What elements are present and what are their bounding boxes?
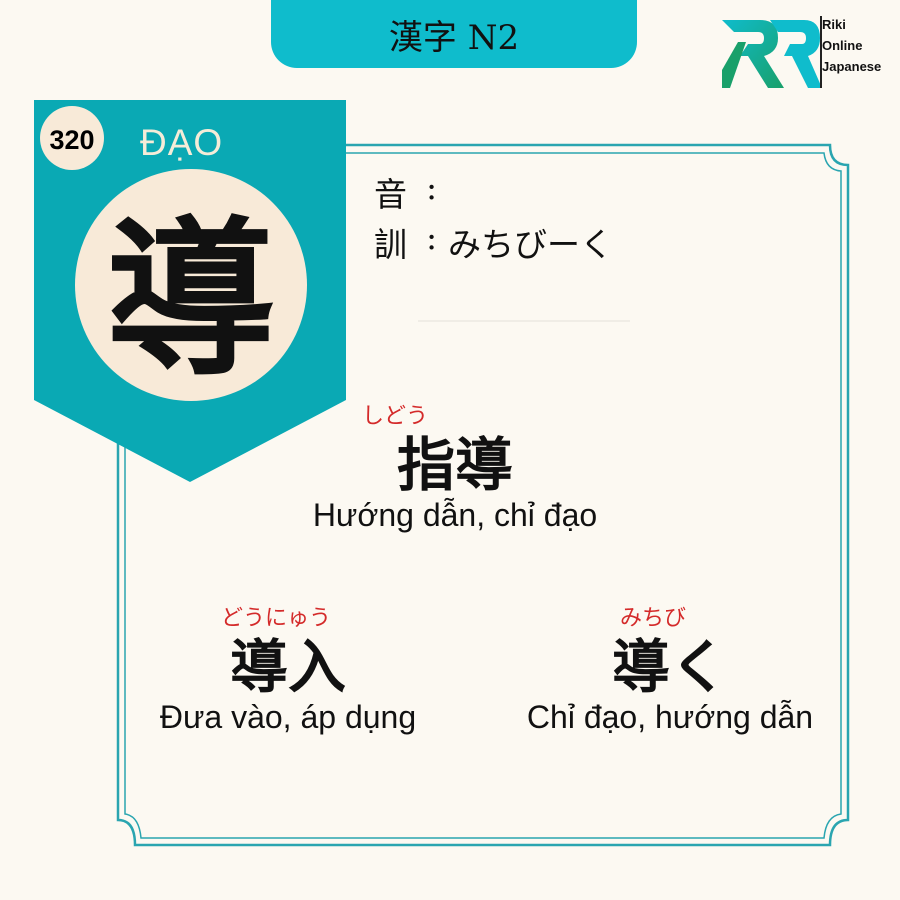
vocab-word: 指導 [396,431,513,499]
main-kanji: 導 [105,200,276,400]
vocab-item: みちび 導く Chỉ đạo, hướng dẫn [500,604,840,734]
vocab-word: 導入 [229,633,346,701]
vocab-item: どうにゅう 導入 Đưa vào, áp dụng [128,604,448,734]
brand-line: Riki [822,17,846,32]
riki-logo-icon [722,16,822,88]
brand-line: Online [822,38,863,53]
kanji-banner [34,100,346,482]
vocab-meaning: Chỉ đạo, hướng dẫn [526,699,814,735]
colon: : [426,218,438,257]
furigana: みちび [619,606,686,631]
vocab-word: 導く [611,633,728,701]
kun-reading-row: 訓 : みちびーく [374,218,613,268]
level-title: 漢字 N2 [388,17,520,58]
readings-block: 音 : 訓 : みちびーく [374,168,613,268]
vocab-meaning: Đưa vào, áp dụng [159,699,417,735]
vocab-item: しどう 指導 Hướng dẫn, chỉ đạo [255,402,655,532]
divider [418,320,630,322]
brand-name: Riki Online Japanese [822,14,900,77]
furigana: どうにゅう [220,606,331,631]
colon: : [426,168,438,207]
brand-line: Japanese [822,59,882,74]
vocab-meaning: Hướng dẫn, chỉ đạo [312,497,598,533]
on-reading-row: 音 : [374,168,613,218]
kun-reading: みちびーく [448,225,613,264]
level-header: 漢字 N2 [271,0,637,68]
kanji-number: 320 [49,124,95,155]
on-label: 音 [374,175,407,214]
han-viet-reading: ĐẠO [140,122,224,163]
kun-label: 訓 [374,225,407,264]
furigana: しどう [361,404,428,429]
